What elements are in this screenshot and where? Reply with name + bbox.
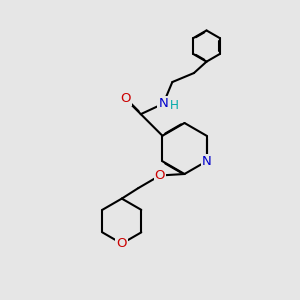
Text: O: O: [120, 92, 130, 105]
Text: N: N: [202, 155, 212, 168]
Text: O: O: [117, 237, 127, 250]
Text: N: N: [158, 97, 168, 110]
Text: O: O: [155, 169, 165, 182]
Text: H: H: [170, 99, 179, 112]
